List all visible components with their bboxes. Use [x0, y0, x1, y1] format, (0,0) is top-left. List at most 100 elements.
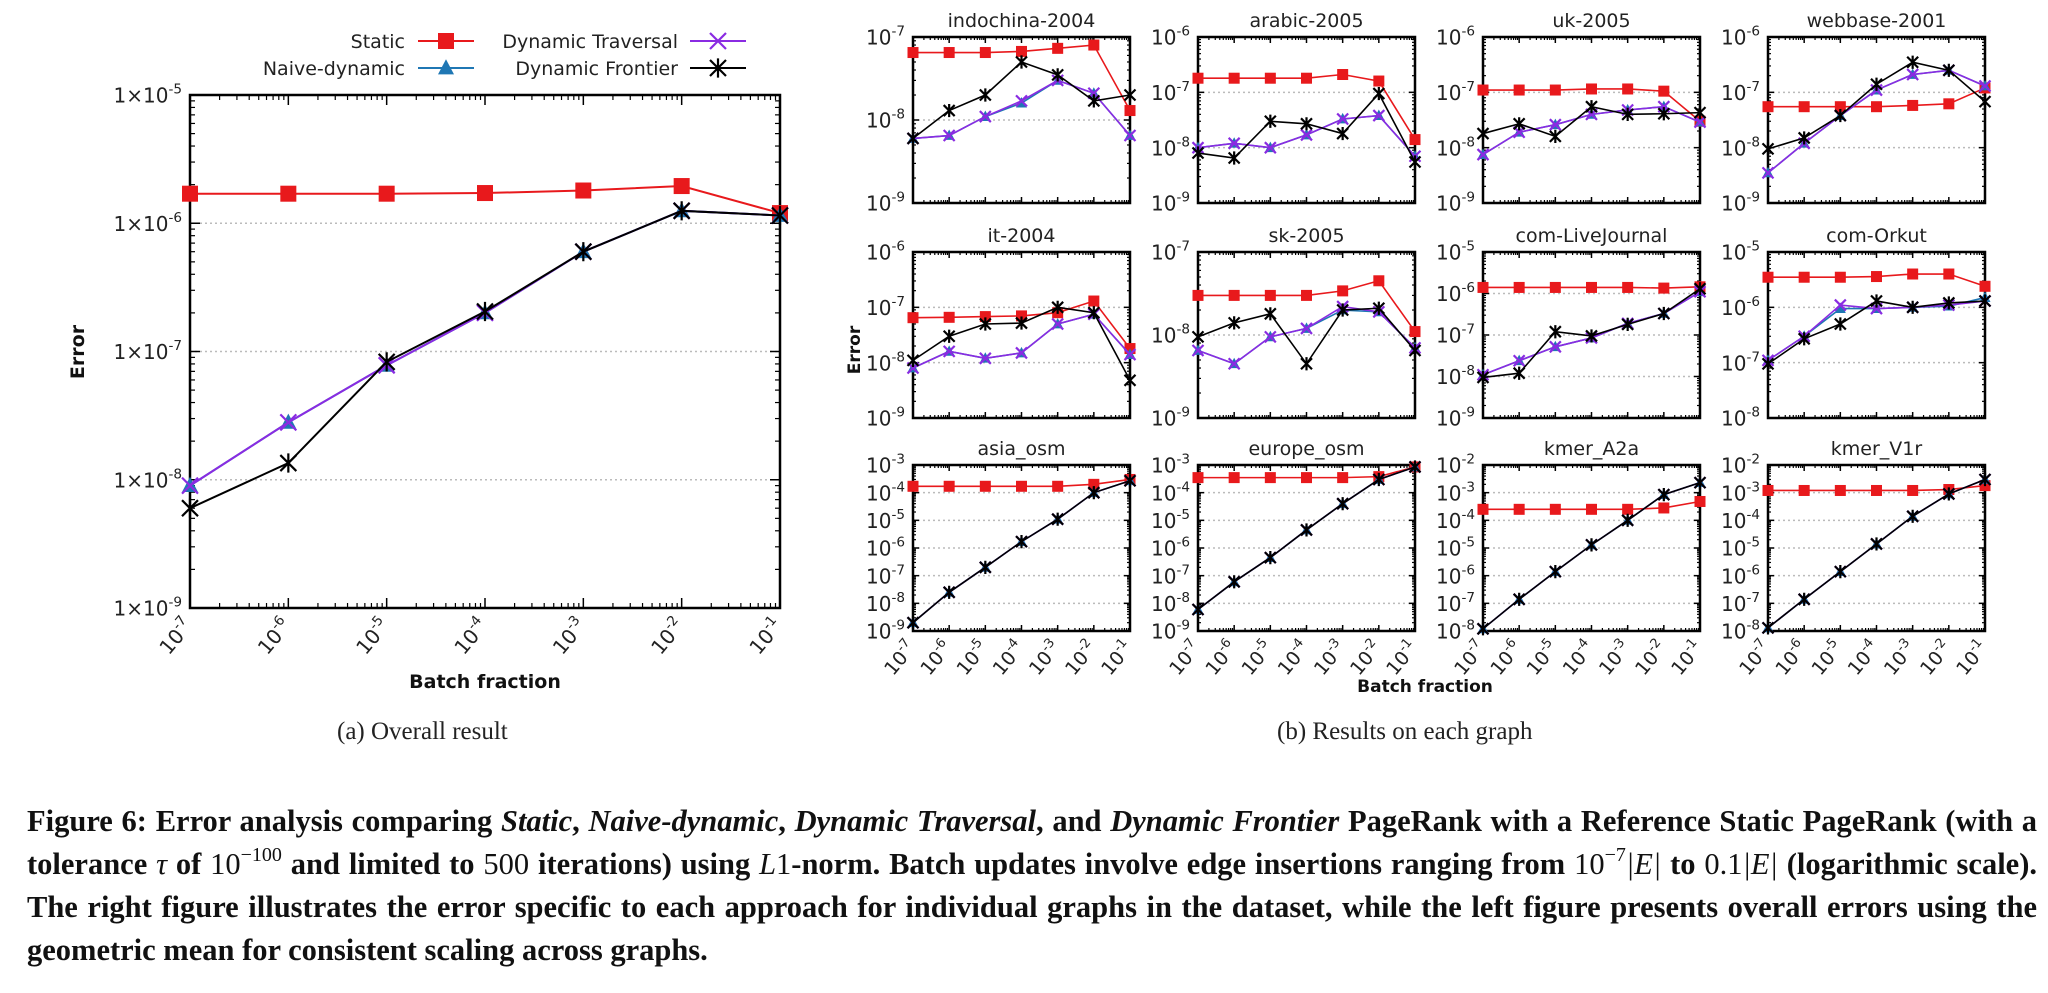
y-tick-label: 10-5	[866, 507, 905, 533]
y-tick-label: 10-7	[1721, 349, 1760, 375]
series-frontier	[906, 300, 1137, 387]
y-tick-label: 10-8	[1151, 322, 1190, 348]
data-point-traversal	[1123, 348, 1137, 361]
y-tick-label: 10-6	[866, 535, 905, 561]
data-point-static	[1513, 281, 1525, 293]
data-point-traversal	[1476, 148, 1490, 161]
legend-marker-naive-icon	[438, 59, 454, 75]
series-line-frontier	[189, 209, 781, 510]
data-point-frontier	[1123, 474, 1137, 488]
x-tick-label: 10-3	[1308, 636, 1351, 680]
data-point-static	[1052, 42, 1064, 54]
data-point-static	[1409, 326, 1421, 338]
data-point-frontier	[1942, 487, 1956, 501]
y-tick-label: 10-9	[1721, 190, 1760, 216]
y-tick-label: 10-3	[866, 452, 905, 478]
data-point-frontier	[1087, 94, 1101, 108]
series-traversal	[906, 74, 1137, 145]
y-tick-label: 10-4	[1721, 507, 1760, 533]
x-tick-label: 10-5	[951, 636, 994, 680]
data-point-static	[1373, 275, 1385, 287]
x-tick-label: 10-6	[1769, 636, 1812, 680]
data-point-frontier	[1942, 296, 1956, 310]
data-point-static	[1798, 101, 1810, 113]
y-tick-label: 10-9	[866, 618, 905, 644]
data-point-frontier	[1549, 129, 1562, 143]
data-point-static	[1301, 72, 1312, 84]
data-point-frontier	[1051, 512, 1064, 526]
data-point-static	[575, 182, 592, 199]
data-point-static	[1907, 99, 1919, 111]
data-point-static	[1622, 503, 1634, 515]
data-point-frontier	[1512, 366, 1526, 380]
y-tick-label: 10-7	[866, 562, 905, 588]
data-point-frontier	[979, 88, 992, 102]
y-tick-label: 10-6	[1436, 24, 1475, 50]
data-point-frontier	[1336, 497, 1349, 511]
data-point-frontier	[942, 585, 956, 599]
data-point-naive	[1834, 302, 1846, 313]
data-point-traversal	[1834, 298, 1847, 312]
y-tick-label: 10-6	[1721, 562, 1760, 588]
data-point-frontier	[906, 131, 920, 146]
y-tick-label: 10-5	[1151, 507, 1190, 533]
y-tick-label: 10-8	[866, 107, 905, 133]
x-tick-label: 10-1	[743, 613, 788, 660]
data-point-frontier	[1408, 343, 1422, 358]
data-point-static	[1694, 495, 1706, 507]
data-point-static	[1979, 280, 1991, 292]
series-static	[1762, 268, 1991, 292]
data-point-static	[979, 311, 991, 323]
series-line-frontier	[1767, 478, 1986, 629]
data-point-static	[1228, 72, 1240, 84]
chart-title: webbase-2001	[1807, 10, 1947, 32]
data-point-frontier	[1300, 523, 1313, 537]
caption-method-static: Static	[500, 804, 573, 838]
data-point-static	[943, 47, 955, 59]
data-point-static	[1052, 480, 1064, 492]
chart-title: arabic-2005	[1249, 10, 1363, 32]
x-tick-label: 10-1	[1950, 636, 1993, 680]
plot-frame	[1766, 35, 1987, 205]
y-tick-label: 10-9	[1436, 190, 1475, 216]
data-point-frontier	[1015, 535, 1028, 549]
data-point-traversal	[1372, 109, 1386, 122]
data-point-static	[1834, 271, 1846, 283]
data-point-frontier	[906, 616, 920, 630]
chart-title: indochina-2004	[948, 10, 1096, 32]
data-point-static	[1798, 271, 1810, 283]
data-point-traversal	[1978, 79, 1992, 93]
figure-canvas: 1×10-91×10-81×10-71×10-61×10-510-710-610…	[67, 10, 1993, 697]
x-tick-label: 10-1	[1380, 636, 1423, 680]
chart-it-2004: it-2004 10-9 10-8 10-7 10-6	[866, 225, 1137, 431]
data-point-static	[1658, 282, 1670, 294]
plot-frame	[1481, 463, 1702, 633]
data-point-static	[1871, 271, 1882, 283]
series-line-naive	[1197, 466, 1416, 611]
data-point-static	[907, 47, 919, 59]
plot-frame	[1766, 463, 1987, 633]
data-point-traversal	[1264, 141, 1277, 154]
series-naive	[1477, 476, 1706, 634]
legend-label: Naive-dynamic	[263, 58, 405, 80]
data-point-static	[1798, 484, 1810, 496]
series-frontier	[181, 201, 789, 518]
y-tick-label: 10-6	[1151, 535, 1190, 561]
data-point-frontier	[1761, 142, 1775, 156]
caption-method-traversal: Dynamic Traversal	[794, 804, 1036, 838]
data-point-static	[1513, 503, 1525, 515]
data-point-frontier	[1585, 329, 1598, 343]
data-point-traversal	[979, 352, 992, 365]
y-tick-label: 10-2	[1436, 452, 1475, 478]
y-tick-label: 10-9	[1151, 190, 1190, 216]
data-point-frontier	[1761, 357, 1775, 371]
y-tick-label: 10-7	[866, 294, 905, 320]
chart-arabic-2005: arabic-2005 10-9 10-8 10-7 10-6	[1151, 10, 1422, 216]
series-frontier	[1191, 86, 1422, 169]
chart-title: uk-2005	[1552, 10, 1630, 32]
data-point-frontier	[771, 205, 789, 226]
x-tick-label: 10-3	[1878, 636, 1921, 680]
chart-europe_osm: europe_osm10-910-810-710-610-510-410-310…	[1151, 438, 1423, 680]
y-axis-label: Error	[67, 324, 89, 379]
chart-overall: 1×10-91×10-81×10-71×10-61×10-510-710-610…	[114, 82, 789, 660]
